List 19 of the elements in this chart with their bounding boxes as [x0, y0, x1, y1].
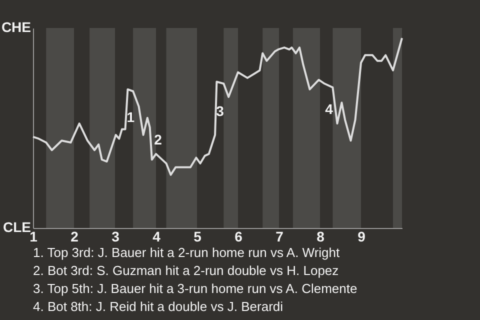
x-tick-label: 5 — [194, 228, 202, 244]
x-tick-label: 3 — [112, 228, 120, 244]
x-tick-label: 4 — [152, 228, 161, 244]
text: CHE — [1, 19, 31, 35]
x-tick-label: 7 — [276, 228, 284, 244]
x-tick-label: 9 — [358, 228, 366, 244]
text: 1. Top 3rd: J. Bauer hit a 2-run home run vs A. Wright — [33, 244, 341, 262]
x-tick-label: 6 — [234, 228, 243, 244]
text: 3. Top 5th: J. Bauer hit a 3-run home run vs A. Clemente — [33, 280, 358, 298]
annotation: 2 — [154, 132, 162, 148]
text: 4. Bot 8th: J. Reid hit a double vs J. Berardi — [33, 298, 284, 316]
x-tick-label: 8 — [316, 228, 325, 244]
text: 2. Bot 3rd: S. Guzman hit a 2-run double vs H. Lopez — [33, 262, 340, 280]
annotation: 3 — [216, 103, 224, 120]
x-tick-label: 2 — [70, 228, 79, 244]
text: CLE — [3, 219, 31, 235]
annotation: 4 — [325, 101, 334, 118]
annotation: 1 — [126, 108, 135, 125]
x-tick-label: 1 — [30, 228, 38, 244]
